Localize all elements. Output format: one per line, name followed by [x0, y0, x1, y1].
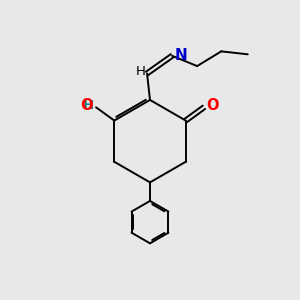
Text: O: O	[206, 98, 219, 113]
Text: N: N	[175, 48, 188, 63]
Text: O: O	[76, 98, 94, 113]
Text: H: H	[82, 99, 94, 112]
Text: H: H	[136, 65, 146, 79]
